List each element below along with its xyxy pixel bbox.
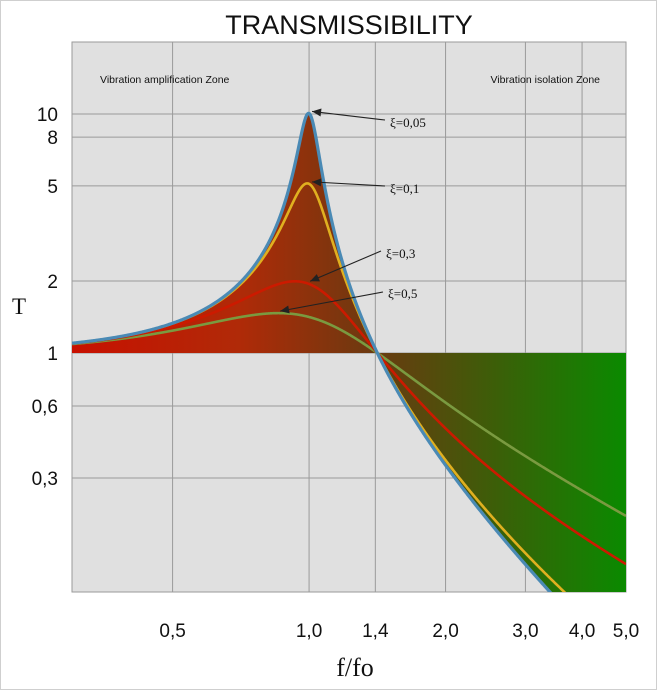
series-label: ξ=0,05 bbox=[390, 115, 426, 130]
x-tick-label: 3,0 bbox=[512, 621, 538, 642]
y-axis-label: T bbox=[12, 294, 26, 319]
x-tick-label: 1,0 bbox=[296, 621, 322, 642]
y-tick-label: 8 bbox=[47, 128, 58, 149]
series-label: ξ=0,1 bbox=[390, 181, 419, 196]
series-line-0_5 bbox=[72, 311, 626, 518]
series-label: ξ=0,5 bbox=[388, 286, 417, 301]
series-line-0_05 bbox=[72, 111, 553, 592]
x-tick-label: 0,5 bbox=[159, 621, 185, 642]
x-tick-label: 1,4 bbox=[362, 621, 389, 642]
x-tick-label: 4,0 bbox=[569, 621, 595, 642]
x-tick-label: 2,0 bbox=[432, 621, 458, 642]
annotation-arrow-head bbox=[280, 305, 290, 314]
zone-label-isolation: Vibration isolation Zone bbox=[490, 74, 600, 86]
y-tick-label: 1 bbox=[47, 344, 58, 365]
annotation-arrow-head bbox=[312, 178, 322, 187]
annotation-arrow-line bbox=[312, 110, 386, 121]
annotation-arrow-line bbox=[309, 250, 382, 282]
y-tick-label: 0,3 bbox=[32, 469, 58, 490]
x-axis-label: f/fo bbox=[336, 653, 374, 682]
x-tick-label: 5,0 bbox=[613, 621, 639, 642]
plot-content bbox=[72, 42, 626, 592]
y-tick-label: 0,6 bbox=[32, 397, 58, 418]
transmissibility-fill bbox=[72, 113, 626, 592]
y-tick-label: 5 bbox=[47, 177, 58, 198]
y-tick-label: 2 bbox=[47, 272, 58, 293]
chart-title: TRANSMISSIBILITY bbox=[225, 10, 473, 40]
series-line-0_3 bbox=[72, 280, 626, 566]
annotation-arrow-line bbox=[279, 291, 384, 312]
y-tick-label: 10 bbox=[37, 105, 58, 126]
zone-label-amplification: Vibration amplification Zone bbox=[100, 74, 230, 86]
annotation-arrow-head bbox=[310, 274, 320, 282]
annotation-arrow-head bbox=[312, 108, 322, 117]
annotation-arrow-line bbox=[312, 181, 386, 187]
series-label: ξ=0,3 bbox=[386, 246, 415, 261]
